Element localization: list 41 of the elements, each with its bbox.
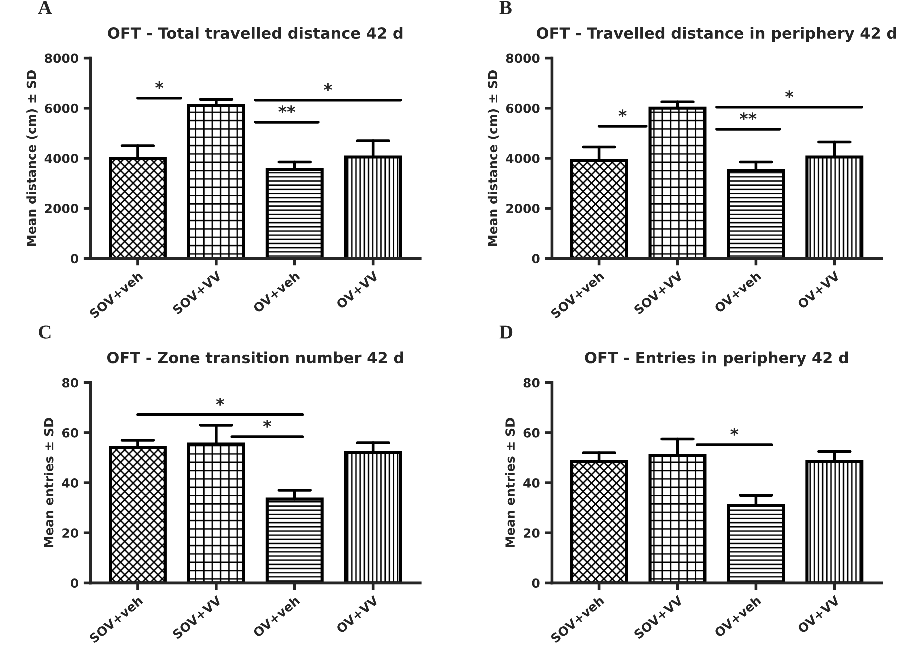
y-tick-label: 40 [62,478,78,488]
y-axis-title: Mean entries ± SD [44,418,54,548]
y-tick-label: 80 [62,378,78,388]
chart-title: OFT - Zone transition number 42 d [107,352,404,364]
y-tick-label: 60 [62,428,78,438]
y-axis-title: Mean distance (cm) ± SD [26,70,38,246]
annotation: ** [278,106,296,114]
chart-title: OFT - Travelled distance in periphery 42 d [537,27,896,42]
y-tick-label: 0 [532,578,540,588]
y-tick-label: 40 [524,478,540,488]
y-tick-label: 20 [524,528,540,538]
y-tick-label: 8000 [506,54,540,64]
y-tick-label: 6000 [506,104,540,114]
annotation: ** [740,112,757,120]
y-tick-label: 2000 [506,204,540,214]
y-tick-label: 0 [70,254,78,264]
annotation: * [324,84,332,92]
y-tick-label: 8000 [45,54,78,64]
y-tick-label: 0 [532,254,540,264]
y-axis-title: Mean entries ± SD [505,418,516,548]
y-tick-label: 20 [62,528,78,538]
annotation: * [786,90,794,98]
chart-title: OFT - Total travelled distance 42 d [108,27,403,40]
text: B [500,1,512,14]
annotation: * [156,82,164,90]
text: C [39,326,51,339]
y-tick-label: 80 [524,378,540,388]
text: A [38,1,52,14]
y-axis-title: Mean distance (cm) ± SD [488,70,500,246]
y-tick-label: 4000 [506,154,540,164]
annotation: * [730,428,739,436]
y-tick-label: 2000 [45,204,78,214]
annotation: * [618,110,627,118]
y-tick-label: 4000 [44,154,78,164]
chart-title: OFT - Entries in periphery 42 d [585,352,848,367]
y-tick-label: 6000 [45,104,78,114]
y-tick-label: 0 [70,578,78,588]
text: D [500,326,513,339]
y-tick-label: 60 [524,428,540,438]
annotation: * [263,420,272,428]
annotation: * [216,398,224,406]
